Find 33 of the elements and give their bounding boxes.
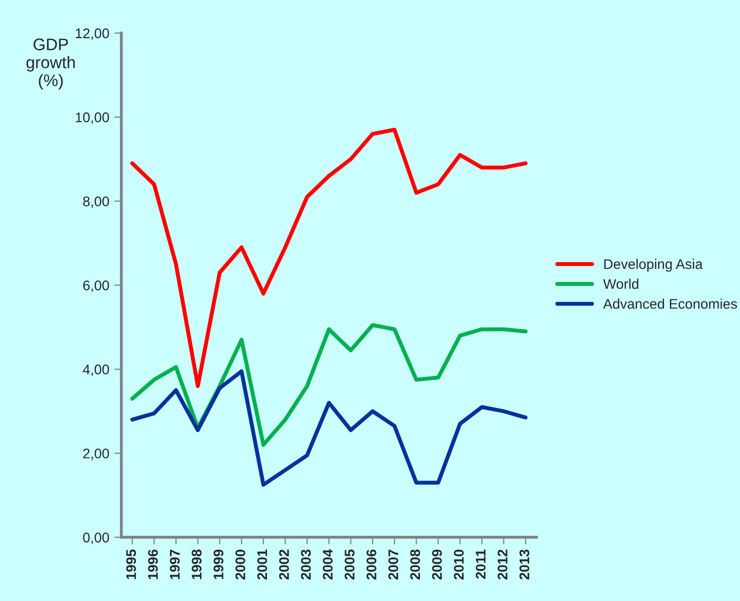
y-tick-label: 0,00 bbox=[83, 532, 110, 544]
legend-label: Advanced Economies bbox=[603, 298, 737, 309]
x-tick-label: 1998 bbox=[192, 550, 202, 580]
x-tick-label: 2007 bbox=[388, 550, 398, 580]
line-series bbox=[130, 323, 528, 447]
legend-label: Developing Asia bbox=[604, 258, 703, 272]
x-tick-label: 2001 bbox=[257, 549, 268, 580]
x-tick-label: 2006 bbox=[366, 550, 376, 580]
x-tick-label: 2000 bbox=[235, 550, 246, 580]
legend-label: World bbox=[603, 278, 638, 289]
y-tick-label: 12,00 bbox=[76, 28, 110, 40]
x-tick-label: 2003 bbox=[300, 550, 311, 580]
x-tick-label: 2013 bbox=[519, 550, 530, 580]
line-series bbox=[130, 369, 528, 487]
line-series bbox=[130, 128, 528, 388]
x-tick-label: 2009 bbox=[432, 550, 442, 580]
x-tick-label: 2004 bbox=[322, 549, 333, 580]
y-tick-label: 4,00 bbox=[82, 364, 110, 376]
x-tick-label: 1999 bbox=[214, 550, 224, 580]
x-tick-label: 2010 bbox=[454, 550, 464, 580]
x-tick-label: 2002 bbox=[279, 550, 289, 580]
x-tick-label: 2005 bbox=[344, 549, 355, 580]
y-tick-label: 6,00 bbox=[83, 280, 110, 292]
x-tick-label: 2008 bbox=[410, 550, 420, 580]
y-tick-label: 10,00 bbox=[76, 112, 110, 124]
x-tick-label: 1997 bbox=[170, 550, 180, 580]
x-tick-label: 2011 bbox=[476, 549, 486, 579]
y-tick-label: 2,00 bbox=[83, 448, 110, 460]
x-tick-label: 1996 bbox=[148, 550, 158, 580]
y-tick-label: 8,00 bbox=[83, 196, 110, 208]
y-axis-title: GDP growth (%) bbox=[26, 38, 75, 90]
x-tick-label: 2012 bbox=[498, 550, 508, 580]
x-tick-label: 1995 bbox=[126, 549, 136, 580]
